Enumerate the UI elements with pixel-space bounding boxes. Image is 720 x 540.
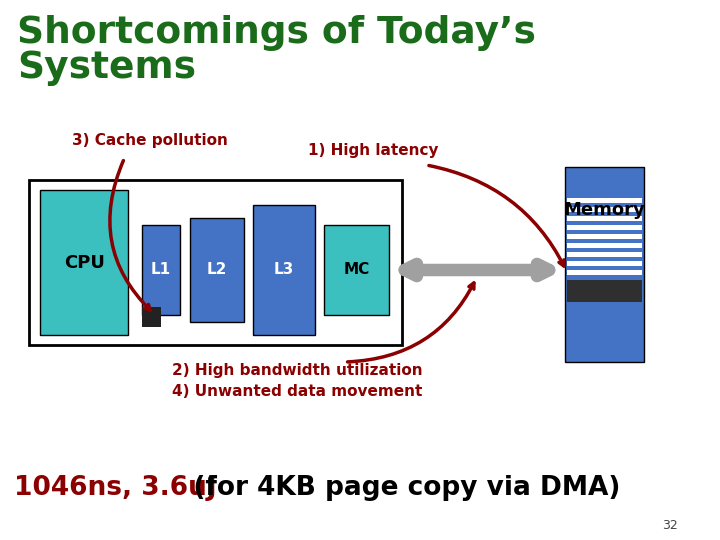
Bar xyxy=(567,225,642,230)
Bar xyxy=(142,307,161,327)
Text: (for 4KB page copy via DMA): (for 4KB page copy via DMA) xyxy=(166,475,620,501)
Bar xyxy=(565,167,644,362)
Bar xyxy=(142,225,180,315)
Text: 1) High latency: 1) High latency xyxy=(308,143,438,158)
Text: MC: MC xyxy=(343,262,369,278)
Bar xyxy=(567,207,642,212)
Text: Shortcomings of Today’s: Shortcomings of Today’s xyxy=(17,15,536,51)
Bar xyxy=(567,198,642,203)
Text: Systems: Systems xyxy=(17,50,197,86)
Bar xyxy=(567,252,642,257)
Text: L2: L2 xyxy=(206,262,227,278)
Text: 1046ns, 3.6uJ: 1046ns, 3.6uJ xyxy=(14,475,217,501)
Bar xyxy=(189,218,244,322)
Bar xyxy=(29,180,402,345)
Bar xyxy=(567,270,642,275)
Text: Memory: Memory xyxy=(564,201,645,219)
Text: 2) High bandwidth utilization: 2) High bandwidth utilization xyxy=(171,362,422,377)
Bar xyxy=(40,190,128,335)
Text: L3: L3 xyxy=(274,262,294,278)
Text: CPU: CPU xyxy=(64,254,104,272)
Bar xyxy=(567,261,642,266)
Bar xyxy=(567,234,642,239)
Bar xyxy=(567,280,642,302)
Bar xyxy=(567,243,642,248)
Text: 3) Cache pollution: 3) Cache pollution xyxy=(72,132,228,147)
Text: 4) Unwanted data movement: 4) Unwanted data movement xyxy=(171,384,422,400)
Bar xyxy=(324,225,389,315)
Text: L1: L1 xyxy=(150,262,171,278)
Bar xyxy=(567,216,642,221)
Text: 32: 32 xyxy=(662,519,678,532)
Bar xyxy=(253,205,315,335)
